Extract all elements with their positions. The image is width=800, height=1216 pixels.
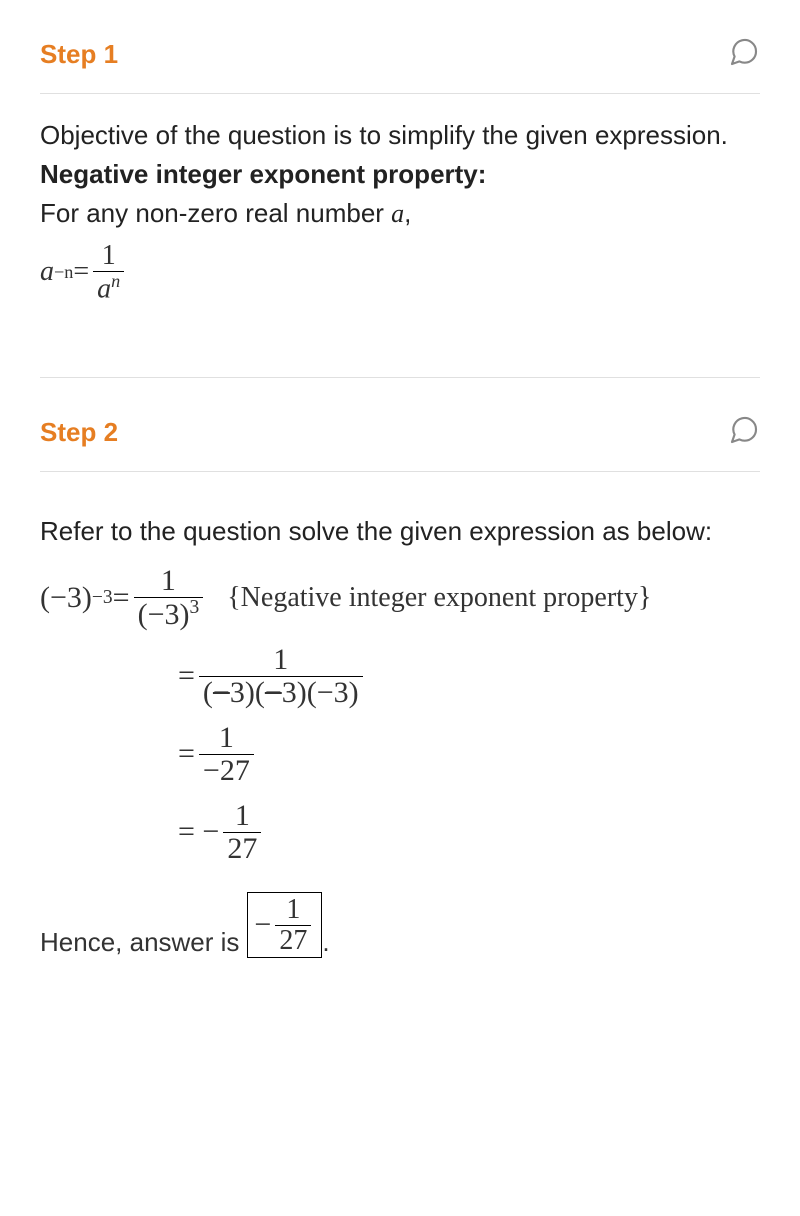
- l3-num: 1: [215, 722, 238, 754]
- l3-frac: 1 −27: [199, 722, 254, 786]
- l4-den: 27: [223, 833, 261, 865]
- l1-lhs-exp: −3: [92, 587, 113, 609]
- f1-exp: −n: [54, 262, 73, 283]
- step-1-title: Step 1: [40, 39, 118, 70]
- divider: [40, 93, 760, 94]
- box-den: 27: [275, 926, 311, 955]
- box-neg: −: [254, 908, 271, 942]
- step-2-header: Step 2: [40, 402, 760, 463]
- l2-frac: 1 (−3)(−3)(−3): [199, 644, 363, 708]
- l1-eq: =: [113, 581, 130, 615]
- l2-eq: =: [178, 659, 195, 693]
- l3-den: −27: [199, 755, 254, 787]
- l1-note: {Negative integer exponent property}: [227, 582, 651, 614]
- answer-box: − 1 27: [247, 892, 322, 958]
- f1-frac: 1 an: [93, 241, 124, 303]
- step1-line3-pre: For any non-zero real number: [40, 198, 391, 228]
- eq-line-1: (−3)−3 = 1 (−3)3 {Negative integer expon…: [40, 565, 760, 630]
- l1-den: (−3)3: [134, 598, 204, 631]
- comment-icon[interactable]: [728, 36, 760, 73]
- f1-den: an: [93, 272, 124, 304]
- step1-property-title: Negative integer exponent property:: [40, 157, 760, 192]
- comment-icon-2[interactable]: [728, 414, 760, 451]
- box-frac: 1 27: [275, 895, 311, 955]
- l1-frac: 1 (−3)3: [134, 565, 204, 630]
- l4-frac: 1 27: [223, 800, 261, 864]
- l4-num: 1: [231, 800, 254, 832]
- eq-line-3: = 1 −27: [40, 722, 760, 786]
- step1-line3-post: ,: [404, 198, 411, 228]
- step-1-header: Step 1: [40, 24, 760, 85]
- l2-den: (−3)(−3)(−3): [199, 677, 363, 709]
- eq-line-4: = − 1 27: [40, 800, 760, 864]
- l1-num: 1: [157, 565, 180, 597]
- divider-3: [40, 471, 760, 472]
- var-a: a: [391, 199, 404, 228]
- f1-num: 1: [98, 241, 120, 270]
- f1-eq: =: [73, 256, 89, 288]
- eq-line-2: = 1 (−3)(−3)(−3): [40, 644, 760, 708]
- step2-intro: Refer to the question solve the given ex…: [40, 514, 760, 549]
- derivation: (−3)−3 = 1 (−3)3 {Negative integer expon…: [40, 565, 760, 864]
- hence-row: Hence, answer is − 1 27 .: [40, 892, 760, 958]
- box-num: 1: [282, 895, 304, 924]
- l3-eq: =: [178, 737, 195, 771]
- l4-eq: = −: [178, 815, 219, 849]
- hence-text: Hence, answer is: [40, 927, 239, 958]
- f1-base: a: [40, 256, 54, 288]
- formula-negative-exponent: a−n = 1 an: [40, 241, 760, 303]
- step-2-title: Step 2: [40, 417, 118, 448]
- divider-2: [40, 377, 760, 378]
- l2-num: 1: [269, 644, 292, 676]
- hence-period: .: [322, 927, 329, 958]
- step1-for-any: For any non-zero real number a,: [40, 196, 760, 231]
- step1-objective: Objective of the question is to simplify…: [40, 118, 760, 153]
- l1-lhs-base: (−3): [40, 581, 92, 615]
